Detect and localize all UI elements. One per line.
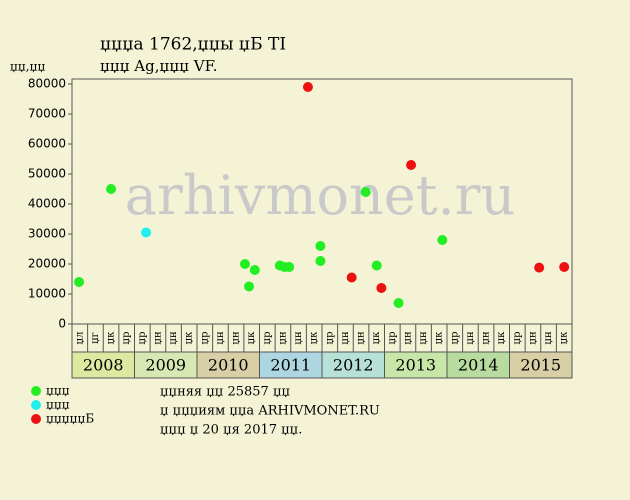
legend-marker <box>31 386 41 396</box>
quarter-label: џг <box>90 332 101 344</box>
quarter-label: џн <box>418 331 429 345</box>
year-band <box>259 351 323 379</box>
quarter-label: џк <box>309 331 320 345</box>
quarter-label: џр <box>262 332 273 345</box>
quarter-label: џк <box>246 331 257 345</box>
quarter-label: џн <box>465 331 476 345</box>
data-point <box>360 187 371 197</box>
note: џџняя џџ 25857 џџ <box>160 385 290 400</box>
data-point <box>302 82 313 92</box>
y-tick-label: 0 <box>58 317 66 331</box>
year-band <box>509 351 573 379</box>
note: џ џџџиям џџа ARHIVMONET.RU <box>160 404 380 419</box>
year-band <box>196 351 260 379</box>
chart-title: џџџа 1762,џџы џБ TI <box>100 35 286 55</box>
data-point <box>239 259 250 269</box>
quarter-label: џн <box>293 331 304 345</box>
data-point <box>534 262 545 273</box>
y-tick-label: 60000 <box>28 137 66 151</box>
quarter-label: џн <box>152 331 163 345</box>
legend-label: џџџ <box>46 398 70 412</box>
y-tick-label: 80000 <box>28 77 66 91</box>
quarter-label: џр <box>121 332 132 345</box>
data-point <box>244 281 255 292</box>
data-point <box>371 260 382 271</box>
legend-marker <box>31 414 41 424</box>
quarter-label: џр <box>137 332 148 345</box>
data-point <box>315 256 326 266</box>
quarter-label: џл <box>74 332 85 345</box>
y-tick-label: 40000 <box>28 197 66 211</box>
y-axis-label: џџ,џџ <box>10 60 45 74</box>
year-band <box>446 351 510 379</box>
quarter-label: џн <box>231 331 242 345</box>
quarter-label: џр <box>324 332 335 345</box>
quarter-label: џр <box>512 332 523 345</box>
quarter-label: џк <box>434 331 445 345</box>
quarter-label: џн <box>277 331 288 345</box>
data-point <box>393 298 404 308</box>
year-band <box>384 351 448 379</box>
note: џџџ џ 20 џя 2017 џџ. <box>160 423 302 438</box>
quarter-label: џк <box>371 331 382 345</box>
quarter-label: џк <box>559 331 570 345</box>
data-point <box>376 283 387 293</box>
year-label: 2009 <box>145 356 186 375</box>
quarter-label: џк <box>184 331 195 345</box>
year-label: 2008 <box>83 356 124 375</box>
quarter-label: џк <box>106 331 117 345</box>
y-tick-label: 20000 <box>28 257 66 271</box>
year-label: 2011 <box>270 356 311 375</box>
quarter-label: џн <box>168 331 179 345</box>
legend-label: џџџџџБ <box>46 412 94 426</box>
y-tick-label: 30000 <box>28 227 66 241</box>
legend-marker <box>31 400 41 410</box>
chart-subtitle: џџџ Ag,џџџ VF. <box>100 57 217 75</box>
data-point <box>346 272 357 283</box>
data-point <box>74 277 85 287</box>
data-point <box>284 262 295 272</box>
data-point <box>141 227 152 238</box>
quarter-label: џк <box>496 331 507 345</box>
quarter-label: џн <box>527 331 538 345</box>
legend-label: џџџ <box>46 384 70 398</box>
year-label: 2013 <box>395 356 436 375</box>
y-tick-label: 70000 <box>28 107 66 121</box>
year-label: 2012 <box>333 356 374 375</box>
quarter-label: џн <box>543 331 554 345</box>
watermark: arhivmonet.ru <box>125 164 515 227</box>
y-tick-label: 50000 <box>28 167 66 181</box>
data-point <box>406 160 417 170</box>
quarter-label: џн <box>215 331 226 345</box>
quarter-label: џн <box>356 331 367 345</box>
quarter-label: џр <box>387 332 398 345</box>
data-point <box>437 235 448 245</box>
quarter-label: џн <box>340 331 351 345</box>
data-point <box>106 184 117 194</box>
quarter-label: џн <box>402 331 413 345</box>
year-label: 2014 <box>458 356 499 375</box>
data-point <box>559 262 570 272</box>
quarter-label: џр <box>199 332 210 345</box>
data-point <box>315 241 326 251</box>
year-band <box>134 351 198 379</box>
quarter-label: џр <box>449 332 460 345</box>
data-point <box>249 265 260 275</box>
quarter-label: џн <box>481 331 492 345</box>
year-label: 2010 <box>208 356 249 375</box>
year-label: 2015 <box>520 356 561 375</box>
y-tick-label: 10000 <box>28 287 66 301</box>
